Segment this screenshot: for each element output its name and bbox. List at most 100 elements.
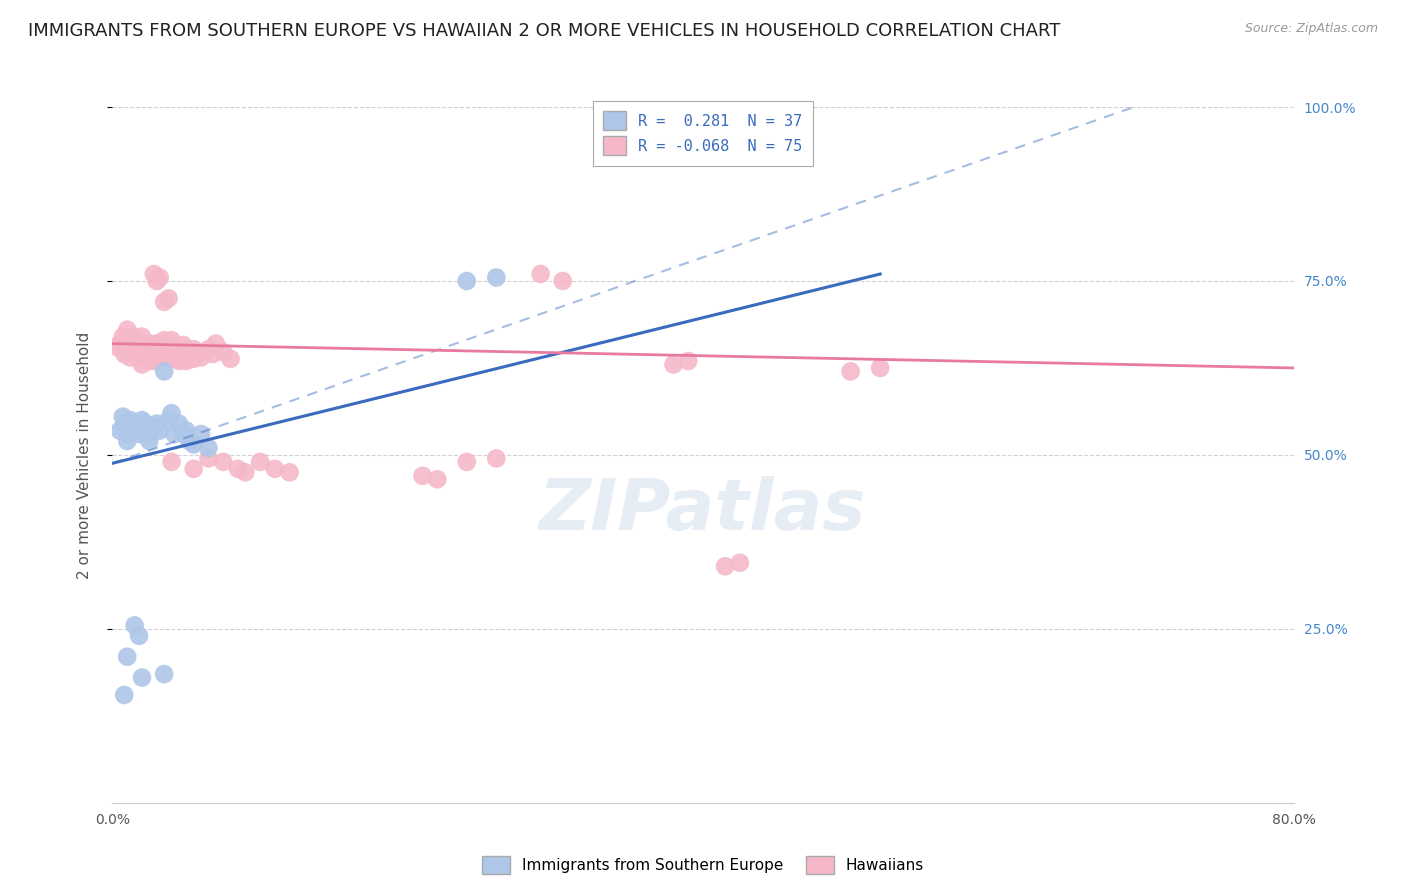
Point xyxy=(146,417,169,431)
Point xyxy=(456,274,478,288)
Point xyxy=(131,420,153,434)
Point xyxy=(160,347,183,361)
Point xyxy=(233,466,256,480)
Point xyxy=(163,340,186,354)
Point xyxy=(124,618,146,632)
Point xyxy=(179,434,201,448)
Point xyxy=(264,462,287,476)
Point xyxy=(728,556,751,570)
Point xyxy=(134,417,156,431)
Point xyxy=(551,274,574,288)
Point xyxy=(219,351,242,366)
Point xyxy=(714,559,737,574)
Point xyxy=(167,345,190,359)
Point xyxy=(456,455,478,469)
Point xyxy=(128,336,150,351)
Point xyxy=(149,340,172,354)
Point xyxy=(131,358,153,372)
Point xyxy=(138,347,160,361)
Point xyxy=(157,413,180,427)
Point xyxy=(134,340,156,354)
Point xyxy=(153,294,176,309)
Point xyxy=(138,434,160,448)
Point xyxy=(157,340,180,354)
Point xyxy=(160,406,183,420)
Point xyxy=(226,462,249,476)
Point xyxy=(167,417,190,431)
Point xyxy=(117,434,138,448)
Y-axis label: 2 or more Vehicles in Household: 2 or more Vehicles in Household xyxy=(77,331,91,579)
Point xyxy=(131,343,153,358)
Point xyxy=(163,351,186,366)
Point xyxy=(138,336,160,351)
Point xyxy=(485,451,508,466)
Point xyxy=(146,274,169,288)
Point xyxy=(111,329,134,343)
Point xyxy=(153,364,176,378)
Point xyxy=(112,417,135,431)
Point xyxy=(117,323,138,337)
Point xyxy=(529,267,551,281)
Text: ZIPatlas: ZIPatlas xyxy=(540,476,866,545)
Point xyxy=(128,629,150,643)
Point xyxy=(197,342,219,356)
Point xyxy=(190,351,212,365)
Point xyxy=(117,649,138,664)
Point xyxy=(149,270,172,285)
Point xyxy=(108,336,131,351)
Point xyxy=(112,688,135,702)
Point xyxy=(485,270,508,285)
Point xyxy=(201,347,224,361)
Point xyxy=(131,671,153,685)
Point xyxy=(187,345,209,359)
Point xyxy=(142,354,165,368)
Point xyxy=(839,364,862,378)
Point xyxy=(153,667,176,681)
Point xyxy=(179,347,201,361)
Legend: R =  0.281  N = 37, R = -0.068  N = 75: R = 0.281 N = 37, R = -0.068 N = 75 xyxy=(592,101,814,166)
Point xyxy=(172,427,194,442)
Point xyxy=(197,451,219,466)
Point xyxy=(142,343,165,358)
Point xyxy=(124,343,146,358)
Point xyxy=(190,427,212,442)
Point xyxy=(146,336,169,351)
Legend: Immigrants from Southern Europe, Hawaiians: Immigrants from Southern Europe, Hawaiia… xyxy=(475,850,931,880)
Point xyxy=(128,351,150,365)
Point xyxy=(278,466,301,480)
Point xyxy=(183,437,205,451)
Point xyxy=(131,329,153,343)
Point xyxy=(117,343,138,358)
Point xyxy=(124,417,146,431)
Point xyxy=(411,468,433,483)
Point xyxy=(120,413,142,427)
Point xyxy=(197,441,219,455)
Point xyxy=(124,329,146,343)
Point xyxy=(142,420,165,434)
Point xyxy=(153,333,176,347)
Point xyxy=(128,427,150,442)
Point xyxy=(183,342,205,356)
Point xyxy=(153,347,176,361)
Point xyxy=(157,291,180,305)
Point xyxy=(212,345,235,359)
Point xyxy=(131,413,153,427)
Point xyxy=(869,360,891,375)
Point xyxy=(205,336,228,351)
Point xyxy=(138,427,160,442)
Point xyxy=(149,424,172,438)
Point xyxy=(124,424,146,438)
Point xyxy=(160,333,183,347)
Text: Source: ZipAtlas.com: Source: ZipAtlas.com xyxy=(1244,22,1378,36)
Point xyxy=(174,354,197,368)
Point xyxy=(160,455,183,469)
Point xyxy=(112,347,135,361)
Point xyxy=(120,420,142,434)
Point xyxy=(183,351,205,366)
Point xyxy=(174,343,197,358)
Point xyxy=(662,358,685,372)
Point xyxy=(111,409,134,424)
Point xyxy=(108,424,131,438)
Point xyxy=(212,455,235,469)
Point xyxy=(678,354,700,368)
